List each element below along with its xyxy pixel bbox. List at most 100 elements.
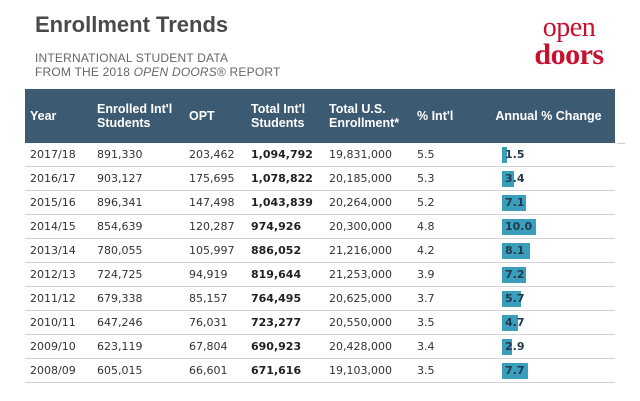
column-header-text: Year [30, 109, 57, 123]
annual-change-cell: 4.7 [482, 310, 615, 335]
table-row: 2016/17 903,127 175,695 1,078,822 20,185,000… [25, 166, 615, 191]
column-header-text: % Int'l [417, 109, 454, 123]
table-cell: 679,338 [92, 286, 184, 311]
table-cell: 20,428,000 [324, 334, 412, 359]
table-cell: 20,185,000 [324, 166, 412, 191]
table-cell: 66,601 [184, 358, 246, 383]
table-cell: 723,277 [246, 310, 324, 335]
annual-change-cell: 1.5 [482, 143, 615, 167]
logo-line-2: doors [534, 38, 604, 71]
table-row: 2011/12 679,338 85,157 764,495 20,625,000 3.7… [25, 286, 615, 311]
table-cell: 147,498 [184, 190, 246, 215]
table-cell: 2012/13 [25, 262, 92, 287]
annual-change-bar [502, 315, 518, 331]
table-cell: 764,495 [246, 286, 324, 311]
table-row: 2012/13 724,725 94,919 819,644 21,253,000 3.9… [25, 262, 615, 287]
subtitle-line-2: FROM THE 2018 OPEN DOORS® REPORT [35, 65, 281, 79]
table-cell: 819,644 [246, 262, 324, 287]
table-cell: 2011/12 [25, 286, 92, 311]
annual-change-cell: 7.1 [482, 190, 615, 215]
table-cell: 1,043,839 [246, 190, 324, 215]
table-cell: 120,287 [184, 214, 246, 239]
table-cell: 5.5 [412, 143, 482, 167]
table-cell: 724,725 [92, 262, 184, 287]
column-header-3: Total Int'l Students [246, 89, 324, 143]
column-header-text: Annual % Change [495, 109, 602, 123]
table-row: 2010/11 647,246 76,031 723,277 20,550,000 3.5… [25, 310, 615, 335]
table-cell: 175,695 [184, 166, 246, 191]
table-cell: 2017/18 [25, 143, 92, 167]
annual-change-bar [502, 363, 528, 379]
table-cell: 20,264,000 [324, 190, 412, 215]
table-cell: 623,119 [92, 334, 184, 359]
annual-change-cell: 8.1 [482, 238, 615, 263]
table-row: 2013/14 780,055 105,997 886,052 21,216,000 4.… [25, 238, 615, 263]
column-header-text: Students [97, 116, 151, 130]
annual-change-label: 10.0 [505, 220, 533, 233]
table-cell: 3.7 [412, 286, 482, 311]
annual-change-bar [502, 195, 526, 211]
table-cell: 2013/14 [25, 238, 92, 263]
table-cell: 5.3 [412, 166, 482, 191]
table-cell: 20,625,000 [324, 286, 412, 311]
table-cell: 896,341 [92, 190, 184, 215]
column-header-text: Total U.S. [329, 102, 386, 116]
table-body: 2017/18 891,330 203,462 1,094,792 19,831,000… [25, 143, 615, 383]
table-cell: 67,804 [184, 334, 246, 359]
table-header-row: Year Enrolled Int'l Students OPT Total Int'l… [25, 89, 615, 143]
column-header-0: Year [25, 89, 92, 143]
table-cell: 105,997 [184, 238, 246, 263]
table-cell: 20,550,000 [324, 310, 412, 335]
annual-change-label: 4.7 [505, 316, 525, 329]
column-header-2: OPT [184, 89, 246, 143]
table-cell: 5.2 [412, 190, 482, 215]
table-row: 2017/18 891,330 203,462 1,094,792 19,831,000… [25, 143, 615, 167]
column-header-5: % Int'l [412, 89, 482, 143]
table-cell: 4.2 [412, 238, 482, 263]
table-cell: 886,052 [246, 238, 324, 263]
annual-change-bar [502, 243, 530, 259]
annual-change-cell: 3.4 [482, 166, 615, 191]
table-row: 2008/09 605,015 66,601 671,616 19,103,000 3.5… [25, 358, 615, 383]
subtitle-line-2-suffix: ® REPORT [216, 65, 281, 79]
column-header-text: Enrolled Int'l [97, 102, 173, 116]
table-cell: 3.9 [412, 262, 482, 287]
table-row: 2015/16 896,341 147,498 1,043,839 20,264,000… [25, 190, 615, 215]
enrollment-table: Year Enrolled Int'l Students OPT Total Int'l… [25, 89, 615, 383]
annual-change-label: 7.1 [505, 196, 525, 209]
column-header-1: Enrolled Int'l Students [92, 89, 184, 143]
subtitle-line-1: INTERNATIONAL STUDENT DATA [35, 51, 229, 65]
column-header-text: Students [251, 116, 305, 130]
annual-change-cell: 7.7 [482, 358, 615, 383]
annual-change-cell: 2.9 [482, 334, 615, 359]
annual-change-bar [502, 267, 526, 283]
column-header-text: Enrollment* [329, 116, 400, 130]
table-cell: 19,103,000 [324, 358, 412, 383]
subtitle-line-2-prefix: FROM THE 2018 [35, 65, 134, 79]
table-cell: 780,055 [92, 238, 184, 263]
open-doors-logo: open doors [521, 12, 617, 71]
table-cell: 203,462 [184, 143, 246, 167]
table-cell: 2008/09 [25, 358, 92, 383]
table-cell: 20,300,000 [324, 214, 412, 239]
table-cell: 690,923 [246, 334, 324, 359]
subtitle-report-name: OPEN DOORS [133, 65, 217, 79]
logo-line-1: open [542, 12, 596, 43]
page-title: Enrollment Trends [35, 12, 229, 37]
table-cell: 647,246 [92, 310, 184, 335]
column-header-text: Total Int'l [251, 102, 306, 116]
annual-change-label: 7.2 [505, 268, 525, 281]
table-cell: 2016/17 [25, 166, 92, 191]
column-header-4: Total U.S. Enrollment* [324, 89, 412, 143]
table-cell: 891,330 [92, 143, 184, 167]
table-cell: 2015/16 [25, 190, 92, 215]
annual-change-label: 7.7 [505, 364, 525, 377]
table-cell: 1,094,792 [246, 143, 324, 167]
annual-change-bar [502, 171, 514, 187]
table-row: 2009/10 623,119 67,804 690,923 20,428,000 3.4… [25, 334, 615, 359]
table-cell: 671,616 [246, 358, 324, 383]
table-cell: 2009/10 [25, 334, 92, 359]
table-cell: 21,216,000 [324, 238, 412, 263]
table-cell: 4.8 [412, 214, 482, 239]
annual-change-bar [502, 147, 507, 163]
